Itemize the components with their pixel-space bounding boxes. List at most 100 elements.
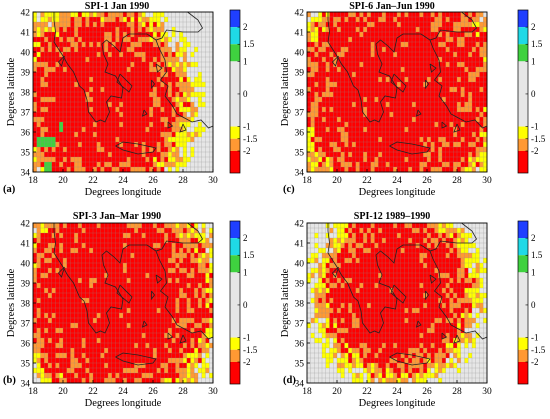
grid-cell: [415, 137, 420, 143]
grid-cell: [183, 248, 188, 254]
grid-cell: [44, 92, 49, 98]
grid-cell: [198, 288, 203, 294]
grid-cell: [153, 318, 158, 324]
grid-cell: [194, 12, 199, 18]
grid-cell: [134, 12, 139, 18]
grid-cell: [63, 278, 68, 284]
grid-cell: [472, 47, 477, 53]
grid-cell: [412, 62, 417, 68]
grid-cell: [397, 233, 402, 239]
grid-cell: [153, 338, 158, 344]
grid-cell: [340, 42, 345, 48]
grid-cell: [175, 12, 180, 18]
grid-cell: [168, 268, 173, 274]
grid-cell: [412, 122, 417, 128]
grid-cell: [66, 157, 71, 163]
grid-cell: [179, 283, 184, 289]
grid-cell: [108, 313, 113, 319]
grid-cell: [175, 167, 180, 173]
grid-cell: [100, 87, 105, 93]
grid-cell: [55, 323, 60, 329]
grid-cell: [36, 137, 41, 143]
grid-cell: [442, 17, 447, 23]
grid-cell: [378, 12, 383, 18]
grid-cell: [205, 82, 210, 88]
grid-cell: [363, 52, 368, 58]
grid-cell: [36, 32, 41, 38]
grid-cell: [322, 42, 327, 48]
grid-cell: [427, 223, 432, 229]
grid-cell: [164, 253, 169, 259]
grid-cell: [78, 258, 83, 264]
grid-cell: [149, 97, 154, 103]
grid-cell: [352, 37, 357, 43]
grid-cell: [96, 77, 101, 83]
grid-cell: [89, 263, 94, 269]
grid-cell: [153, 298, 158, 304]
grid-cell: [198, 268, 203, 274]
grid-cell: [363, 117, 368, 123]
grid-cell: [108, 37, 113, 43]
grid-cell: [66, 288, 71, 294]
grid-cell: [119, 52, 124, 58]
grid-cell: [385, 152, 390, 158]
grid-cell: [123, 283, 128, 289]
grid-cell: [367, 47, 372, 53]
grid-cell: [78, 248, 83, 254]
grid-cell: [145, 373, 150, 379]
grid-cell: [427, 142, 432, 148]
grid-cell: [175, 57, 180, 63]
grid-cell: [190, 278, 195, 284]
grid-cell: [81, 308, 86, 314]
grid-cell: [374, 167, 379, 173]
grid-cell: [419, 233, 424, 239]
grid-cell: [472, 238, 477, 244]
grid-cell: [438, 47, 443, 53]
grid-cell: [404, 228, 409, 234]
grid-cell: [423, 152, 428, 158]
grid-cell: [145, 308, 150, 314]
grid-cell: [344, 17, 349, 23]
y-tick-label: 34: [21, 380, 31, 390]
grid-cell: [96, 343, 101, 349]
grid-cell: [322, 117, 327, 123]
grid-cell: [453, 57, 458, 63]
grid-cell: [190, 373, 195, 379]
grid-cell: [104, 323, 109, 329]
grid-cell: [100, 167, 105, 173]
grid-cell: [96, 72, 101, 78]
grid-cell: [130, 67, 135, 73]
grid-cell: [344, 162, 349, 168]
grid-cell: [89, 22, 94, 28]
grid-cell: [111, 258, 116, 264]
grid-cell: [453, 12, 458, 18]
grid-cell: [63, 293, 68, 299]
grid-cell: [198, 92, 203, 98]
grid-cell: [171, 293, 176, 299]
grid-cell: [74, 308, 79, 314]
grid-cell: [337, 152, 342, 158]
grid-cell: [70, 92, 75, 98]
grid-cell: [51, 107, 56, 113]
grid-cell: [108, 77, 113, 83]
grid-cell: [445, 147, 450, 153]
grid-cell: [209, 42, 214, 48]
grid-cell: [138, 97, 143, 103]
grid-cell: [190, 157, 195, 163]
grid-cell: [96, 12, 101, 18]
grid-cell: [179, 318, 184, 324]
grid-cell: [337, 47, 342, 53]
grid-cell: [74, 112, 79, 118]
grid-cell: [85, 288, 90, 294]
grid-cell: [168, 318, 173, 324]
grid-cell: [115, 283, 120, 289]
grid-cell: [40, 288, 45, 294]
grid-cell: [78, 358, 83, 364]
grid-cell: [427, 67, 432, 73]
grid-cell: [419, 142, 424, 148]
grid-cell: [85, 373, 90, 379]
grid-cell: [479, 167, 484, 173]
grid-cell: [412, 17, 417, 23]
grid-cell: [352, 147, 357, 153]
grid-cell: [175, 42, 180, 48]
